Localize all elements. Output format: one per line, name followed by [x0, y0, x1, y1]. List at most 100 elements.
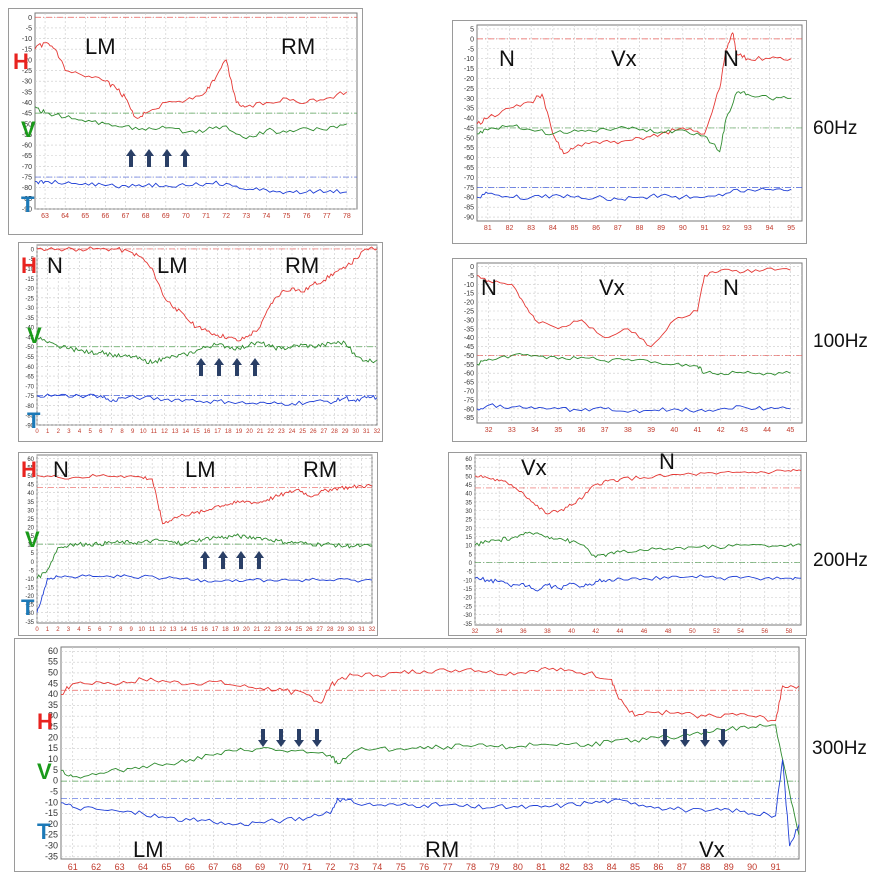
x-tick-label: 82: [506, 225, 514, 232]
frequency-label-300hz: 300Hz: [812, 738, 867, 759]
x-tick-label: 5: [88, 627, 92, 633]
y-tick-label: -35: [25, 316, 34, 322]
x-tick-label: 27: [316, 627, 323, 633]
y-tick-label: -15: [464, 291, 474, 298]
x-tick-label: 34: [531, 427, 539, 434]
y-tick-label: -85: [22, 196, 32, 203]
x-tick-label: 77: [443, 862, 453, 871]
y-tick-label: -25: [45, 830, 58, 840]
y-tick-label: 40: [27, 491, 34, 497]
y-tick-label: -30: [463, 613, 472, 619]
y-tick-label: -20: [45, 819, 58, 829]
chart-panel-200hz-left: 60 55 50 45 40 35 30 25 20 15 10 5 0 -5 -10 -15 -20 -25 -3…: [18, 452, 378, 636]
x-tick-label: 1: [46, 627, 50, 633]
series-line-t: [61, 759, 800, 847]
y-tick-label: -15: [45, 808, 58, 818]
arrow-icon: [254, 551, 264, 569]
x-tick-label: 56: [761, 629, 768, 635]
y-tick-label: -50: [25, 345, 34, 351]
x-tick-label: 11: [149, 627, 156, 633]
frequency-label-100hz: 100Hz: [813, 331, 868, 352]
y-tick-label: -85: [464, 415, 474, 422]
trace-letter-v: V: [25, 527, 40, 552]
x-tick-label: 38: [544, 629, 551, 635]
arrow-shape: [218, 551, 228, 569]
x-tick-label: 30: [348, 627, 355, 633]
arrow-shape: [250, 358, 260, 376]
y-tick-label: -50: [464, 353, 474, 360]
arrow-shape: [700, 729, 710, 747]
y-tick-label: -10: [22, 36, 32, 43]
arrow-icon: [144, 149, 154, 167]
y-tick-label: 5: [470, 26, 474, 33]
arrow-icon: [718, 729, 728, 747]
segment-label: N: [499, 46, 515, 71]
series-line-t: [476, 403, 791, 414]
y-tick-label: -5: [467, 570, 473, 576]
y-tick-label: 10: [465, 544, 472, 550]
y-tick-label: -30: [22, 79, 32, 86]
x-tick-label: 26: [310, 429, 317, 435]
x-tick-label: 22: [264, 627, 271, 633]
y-tick-label: -25: [463, 604, 472, 610]
y-tick-label: -10: [464, 56, 474, 63]
x-tick-label: 32: [485, 427, 493, 434]
arrow-icon: [276, 729, 286, 747]
arrow-icon: [218, 551, 228, 569]
y-tick-label: -45: [25, 335, 34, 341]
plot-frame: [60, 646, 800, 860]
x-tick-label: 61: [68, 862, 78, 871]
y-tick-label: 35: [48, 700, 58, 710]
y-tick-label: 30: [48, 711, 58, 721]
arrow-icon: [680, 729, 690, 747]
x-tick-label: 32: [472, 629, 479, 635]
chart-300hz-svg: 605550454035302520151050-5-10-15-20-25-3…: [37, 646, 800, 871]
y-tick-label: 40: [48, 689, 58, 699]
y-tick-label: 25: [27, 517, 34, 523]
arrow-shape: [254, 551, 264, 569]
trace-letter-h: H: [37, 709, 53, 734]
x-tick-label: 28: [331, 429, 338, 435]
x-tick-label: 82: [560, 862, 570, 871]
segment-label: N: [47, 253, 63, 278]
trace-letter-t: T: [27, 408, 41, 433]
x-tick-label: 14: [180, 627, 187, 633]
x-tick-label: 0: [35, 429, 39, 435]
x-tick-label: 29: [342, 429, 349, 435]
trace-letter-t: T: [37, 819, 51, 844]
segment-label: Vx: [599, 275, 625, 300]
x-tick-label: 80: [513, 862, 523, 871]
y-tick-label: 20: [48, 732, 58, 742]
y-tick-label: -55: [22, 132, 32, 139]
y-tick-label: -30: [464, 96, 474, 103]
y-tick-label: -60: [25, 365, 34, 371]
x-tick-label: 25: [295, 627, 302, 633]
x-tick-label: 64: [138, 862, 148, 871]
y-tick-label: -15: [463, 587, 472, 593]
y-tick-label: -25: [464, 309, 474, 316]
x-tick-label: 33: [508, 427, 516, 434]
segment-label: N: [723, 275, 739, 300]
x-tick-label: 86: [653, 862, 663, 871]
arrow-icon: [660, 729, 670, 747]
x-tick-label: 42: [717, 427, 725, 434]
x-tick-label: 90: [679, 225, 687, 232]
trace-letter-v: V: [37, 759, 52, 784]
y-tick-label: -10: [25, 577, 34, 583]
y-tick-label: -35: [25, 620, 34, 626]
arrow-shape: [180, 149, 190, 167]
x-tick-label: 3: [67, 627, 71, 633]
y-tick-label: -5: [29, 257, 35, 263]
x-tick-label: 15: [191, 627, 198, 633]
chart-panel-200hz-right: 60 55 50 45 40 35 30 25 20 15 10 5 0 -5 -10 -15 -20 -25 -3…: [448, 452, 807, 636]
x-tick-label: 89: [724, 862, 734, 871]
y-tick-label: 0: [31, 560, 35, 566]
y-tick-label: 5: [469, 552, 473, 558]
x-tick-label: 23: [274, 627, 281, 633]
y-tick-label: 60: [48, 646, 58, 656]
y-tick-label: 25: [465, 518, 472, 524]
y-tick-label: -5: [26, 25, 32, 32]
y-tick-label: 15: [48, 743, 58, 753]
x-tick-label: 75: [283, 213, 291, 220]
chart-panel-60hz-right: 5 0 -5 -10 -15 -20 -25 -30 -35 -40 -45 -50 -55 -60 -65…: [452, 20, 807, 244]
